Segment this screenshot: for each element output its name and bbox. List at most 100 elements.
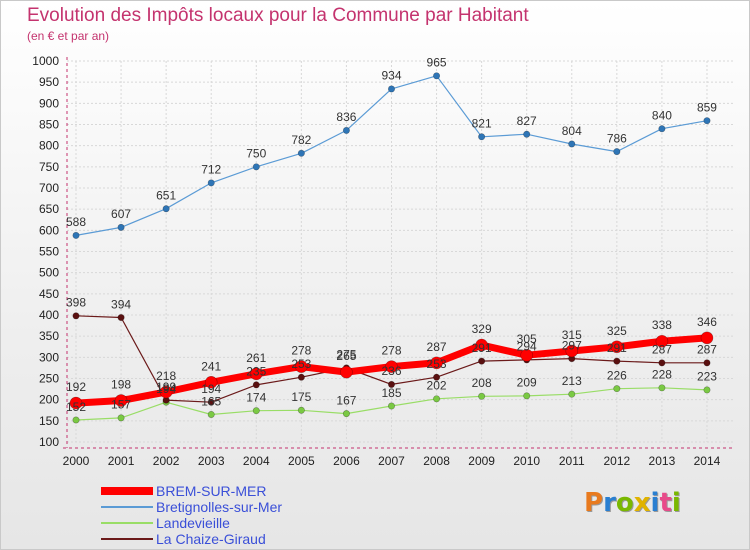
- x-axis-ticks: 2000 2001 2002 2003 2004 2005 2006 2007 2008 2009…: [63, 454, 721, 468]
- data-label-la-chaize-giraud: 398: [66, 296, 86, 310]
- point-landevieille: [523, 392, 531, 400]
- data-label-landevieille: 223: [697, 370, 717, 384]
- data-label-la-chaize-giraud: 236: [381, 364, 401, 378]
- legend-label-landevieille: Landevieille: [156, 515, 230, 531]
- point-brem-sur-mer: [655, 334, 669, 348]
- point-bretignolles-sur-mer: [568, 140, 576, 148]
- data-label-bretignolles-sur-mer: 782: [291, 133, 311, 147]
- y-tick-label: 150: [39, 414, 59, 428]
- data-label-bretignolles-sur-mer: 651: [156, 189, 176, 203]
- data-label-bretignolles-sur-mer: 821: [472, 117, 492, 131]
- y-tick-label: 850: [39, 118, 59, 132]
- point-bretignolles-sur-mer: [523, 130, 531, 138]
- point-brem-sur-mer: [520, 348, 534, 362]
- point-bretignolles-sur-mer: [433, 72, 441, 80]
- y-tick-label: 900: [39, 96, 59, 110]
- x-tick-label: 2009: [468, 454, 495, 468]
- data-label-brem-sur-mer: 325: [607, 324, 627, 338]
- data-label-la-chaize-giraud: 287: [652, 343, 672, 357]
- y-tick-label: 250: [39, 372, 59, 386]
- point-bretignolles-sur-mer: [297, 149, 305, 157]
- data-label-brem-sur-mer: 241: [201, 359, 221, 373]
- data-label-landevieille: 165: [201, 394, 221, 408]
- legend: BREM-SUR-MER Bretignolles-sur-Mer Landev…: [101, 483, 421, 547]
- data-label-bretignolles-sur-mer: 836: [336, 110, 356, 124]
- y-tick-label: 300: [39, 350, 59, 364]
- data-label-bretignolles-sur-mer: 607: [111, 207, 131, 221]
- point-bretignolles-sur-mer: [117, 223, 125, 231]
- data-label-bretignolles-sur-mer: 934: [381, 69, 401, 83]
- data-label-landevieille: 174: [246, 390, 266, 404]
- data-label-brem-sur-mer: 261: [246, 351, 266, 365]
- series-line-bretignolles-sur-mer: [75, 75, 708, 236]
- point-la-chaize-giraud: [658, 359, 666, 367]
- point-brem-sur-mer: [610, 340, 624, 354]
- point-la-chaize-giraud: [252, 381, 260, 389]
- x-tick-label: 2008: [423, 454, 450, 468]
- data-label-landevieille: 226: [607, 368, 627, 382]
- data-label-bretignolles-sur-mer: 840: [652, 109, 672, 123]
- x-tick-label: 2006: [333, 454, 360, 468]
- point-bretignolles-sur-mer: [342, 126, 350, 134]
- x-tick-label: 2000: [63, 454, 90, 468]
- point-la-chaize-giraud: [613, 357, 621, 365]
- point-brem-sur-mer: [204, 376, 218, 389]
- point-la-chaize-giraud: [433, 373, 441, 381]
- data-label-bretignolles-sur-mer: 750: [246, 147, 266, 161]
- logo-letter: t: [659, 488, 672, 518]
- point-landevieille: [613, 385, 621, 393]
- point-landevieille: [342, 410, 350, 418]
- point-landevieille: [658, 384, 666, 392]
- point-brem-sur-mer: [249, 367, 263, 381]
- data-label-brem-sur-mer: 218: [156, 369, 176, 383]
- point-brem-sur-mer: [114, 394, 128, 407]
- axes: [63, 57, 733, 449]
- point-bretignolles-sur-mer: [613, 148, 621, 156]
- point-la-chaize-giraud: [703, 359, 711, 367]
- legend-item-landevieille: Landevieille: [101, 515, 421, 531]
- data-label-brem-sur-mer: 278: [291, 344, 311, 358]
- data-label-brem-sur-mer: 338: [652, 318, 672, 332]
- point-brem-sur-mer: [430, 356, 443, 370]
- x-tick-label: 2005: [288, 454, 315, 468]
- y-tick-label: 400: [39, 308, 59, 322]
- data-label-brem-sur-mer: 287: [427, 340, 447, 354]
- y-tick-label: 1000: [32, 54, 59, 68]
- data-label-la-chaize-giraud: 287: [697, 343, 717, 357]
- legend-item-brem: BREM-SUR-MER: [101, 483, 421, 499]
- data-label-bretignolles-sur-mer: 965: [427, 56, 447, 70]
- data-label-la-chaize-giraud: 253: [427, 357, 447, 371]
- legend-swatch-chaize-giraud: [101, 538, 153, 540]
- proxiti-logo: Proxiti: [584, 488, 681, 518]
- data-label-landevieille: 175: [291, 390, 311, 404]
- point-la-chaize-giraud: [387, 380, 395, 388]
- point-brem-sur-mer: [565, 344, 579, 358]
- x-tick-label: 2004: [243, 454, 270, 468]
- y-tick-label: 600: [39, 223, 59, 237]
- point-bretignolles-sur-mer: [478, 133, 486, 141]
- point-la-chaize-giraud: [72, 312, 80, 320]
- data-labels: 588 607 651 712 750 782 836 934 965 821 827 804 786 8…: [66, 56, 717, 414]
- y-tick-label: 950: [39, 75, 59, 89]
- data-label-brem-sur-mer: 315: [562, 328, 582, 342]
- data-label-bretignolles-sur-mer: 827: [517, 114, 537, 128]
- legend-swatch-brem: [101, 487, 153, 495]
- point-landevieille: [252, 407, 260, 415]
- data-label-landevieille: 228: [652, 368, 672, 382]
- point-la-chaize-giraud: [478, 357, 486, 365]
- point-brem-sur-mer: [295, 360, 308, 373]
- logo-letter: x: [633, 488, 651, 518]
- data-label-la-chaize-giraud: 275: [336, 348, 356, 362]
- legend-swatch-bretignolles: [101, 506, 153, 508]
- logo-letter: P: [584, 488, 604, 518]
- x-tick-label: 2013: [649, 454, 676, 468]
- data-label-la-chaize-giraud: 235: [246, 365, 266, 379]
- logo-letter: i: [650, 488, 660, 518]
- x-tick-label: 2014: [694, 454, 721, 468]
- data-label-landevieille: 208: [472, 376, 492, 390]
- point-landevieille: [703, 386, 711, 394]
- logo-letter: o: [615, 488, 634, 518]
- point-landevieille: [478, 392, 486, 400]
- legend-label-chaize-giraud: La Chaize-Giraud: [156, 531, 266, 547]
